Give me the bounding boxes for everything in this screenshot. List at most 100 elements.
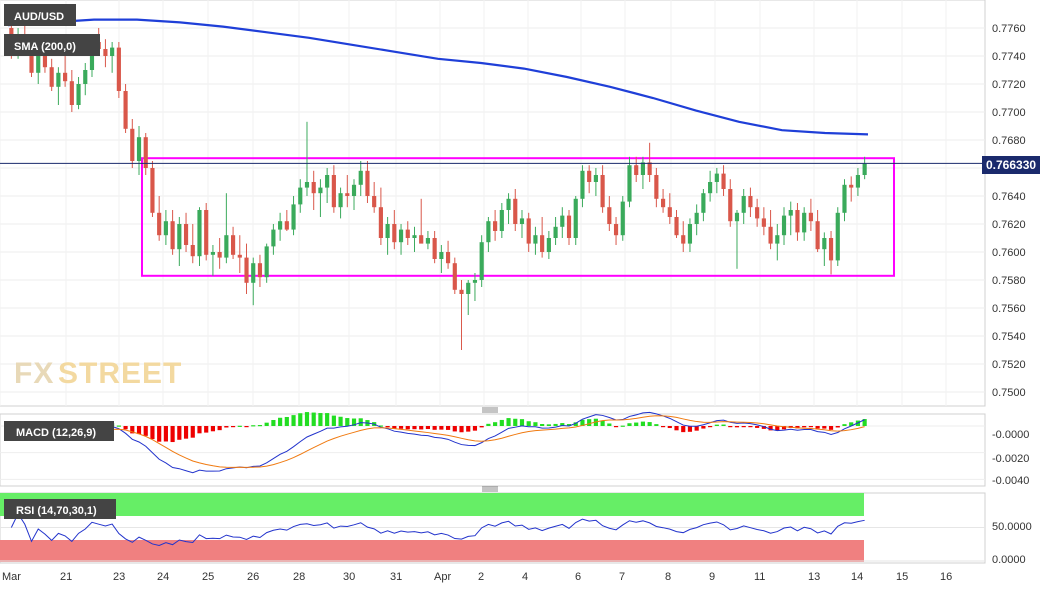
candle-body	[600, 175, 605, 208]
candle-body	[419, 235, 424, 244]
x-tick-label: 30	[343, 571, 355, 583]
candle-body	[237, 254, 242, 258]
macd-bar	[849, 422, 854, 426]
candle-body	[271, 229, 276, 247]
macd-resize-handle[interactable]	[482, 407, 498, 413]
macd-bar	[116, 425, 121, 427]
macd-bar	[775, 426, 780, 431]
macd-bar	[318, 413, 323, 426]
macd-bar	[230, 426, 236, 428]
candle-body	[674, 217, 679, 236]
candle-body	[795, 210, 800, 233]
macd-bar	[714, 424, 719, 426]
candle-body	[325, 175, 330, 188]
candle-body	[284, 221, 289, 230]
macd-bar	[802, 426, 807, 428]
x-tick-label: Apr	[434, 571, 451, 583]
candle-body	[808, 212, 813, 222]
candle-body	[311, 182, 316, 194]
candle-body	[721, 173, 726, 189]
candle-body	[76, 84, 81, 105]
macd-label-bg	[4, 421, 114, 441]
macd-bar	[271, 419, 276, 426]
brand-street: STREET	[58, 357, 182, 390]
candle-body	[264, 246, 269, 278]
candle-body	[69, 81, 74, 105]
candle-body	[190, 245, 195, 257]
candle-body	[687, 224, 693, 244]
macd-bar	[217, 426, 222, 431]
candle-body	[257, 263, 263, 278]
macd-bar	[687, 426, 693, 432]
candle-body	[230, 235, 236, 255]
macd-bar	[123, 426, 128, 430]
main-plot-frame	[0, 0, 986, 407]
candle-body	[580, 170, 585, 199]
macd-bar	[210, 426, 216, 432]
macd-bar	[553, 423, 558, 426]
symbol-label: AUD/USD	[14, 11, 64, 23]
macd-tick: -0.0000	[992, 429, 1029, 441]
macd-tick: -0.0040	[992, 475, 1029, 487]
x-tick-label: 13	[808, 571, 820, 583]
macd-bar	[177, 426, 182, 440]
candle-body	[372, 196, 377, 208]
macd-bar	[701, 426, 706, 429]
x-tick-label: 4	[522, 571, 528, 583]
macd-bar	[264, 422, 269, 426]
macd-bar	[600, 420, 605, 426]
macd-bar	[143, 426, 148, 436]
candle-body	[42, 56, 48, 68]
macd-bar	[506, 418, 511, 426]
macd-bar	[244, 426, 249, 428]
candle-body	[640, 162, 646, 175]
candle-body	[553, 226, 558, 238]
candle-body	[130, 128, 135, 161]
candle-body	[425, 238, 431, 244]
macd-bar	[425, 426, 431, 430]
macd-bar	[345, 418, 350, 426]
y-tick-label: 0.7520	[992, 359, 1026, 371]
macd-bar	[607, 423, 612, 426]
x-tick-label: Mar	[2, 571, 21, 583]
rsi-label-bg	[4, 499, 116, 519]
candle-body	[197, 210, 202, 257]
macd-bar	[311, 412, 316, 426]
macd-bar	[331, 415, 336, 426]
candle-body	[136, 137, 142, 161]
sma-label-bg	[4, 34, 100, 56]
macd-bar	[251, 425, 256, 427]
macd-bar	[627, 423, 632, 426]
macd-bar	[734, 426, 740, 428]
candle-body	[493, 221, 498, 231]
macd-bar	[412, 426, 417, 430]
range-box	[141, 157, 895, 277]
candle-body	[761, 218, 766, 227]
candle-body	[217, 252, 222, 258]
candle-body	[472, 280, 478, 283]
x-axis: Mar 21 23 24 25 26 28 30 31 Apr 2 4 6 7 8 9 11 13 14 15 16	[2, 571, 952, 583]
candle-body	[613, 224, 619, 236]
candle-body	[560, 215, 565, 227]
candle-body	[398, 229, 404, 243]
candle-body	[701, 193, 706, 213]
candle-body	[788, 210, 793, 216]
macd-bar	[197, 426, 202, 434]
macd-bar	[674, 426, 679, 431]
range-rectangle[interactable]	[141, 157, 895, 277]
macd-bar	[204, 426, 209, 433]
rsi-tick: 0.0000	[992, 554, 1026, 566]
macd-bar	[432, 426, 437, 430]
candle-body	[163, 221, 168, 236]
candle-body	[499, 210, 504, 231]
candle-body	[647, 162, 652, 175]
candle-body	[755, 207, 760, 219]
candle-body	[445, 252, 451, 264]
macd-bar	[452, 426, 457, 432]
candle-body	[660, 198, 666, 208]
candle-body	[345, 193, 350, 196]
rsi-resize-handle[interactable]	[482, 486, 498, 492]
macd-bar	[815, 426, 820, 429]
x-tick-label: 6	[575, 571, 581, 583]
